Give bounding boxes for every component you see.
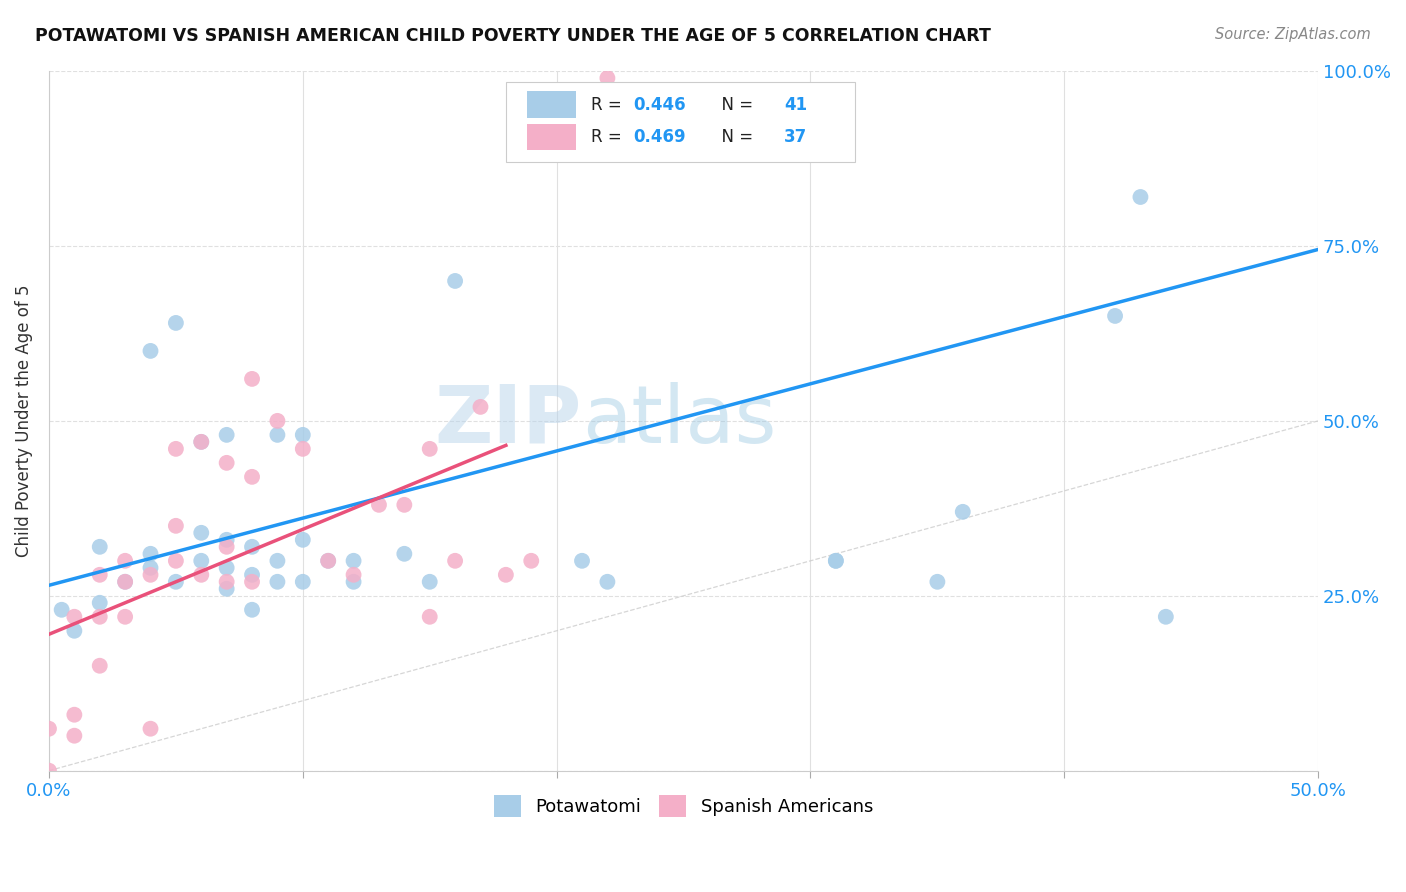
Point [165, 554, 187, 568]
Point [316, 554, 339, 568]
Point [215, 540, 238, 554]
Point [240, 574, 263, 589]
Point [291, 574, 314, 589]
Legend: Potawatomi, Spanish Americans: Potawatomi, Spanish Americans [486, 789, 880, 824]
Point [38, 764, 60, 778]
Point [240, 372, 263, 386]
Point [215, 456, 238, 470]
Point [291, 533, 314, 547]
Text: 0.446: 0.446 [633, 95, 685, 113]
Point [190, 525, 212, 540]
Point [316, 554, 339, 568]
Point [89, 540, 111, 554]
Point [368, 498, 391, 512]
Point [952, 505, 974, 519]
Point [824, 554, 846, 568]
Point [291, 442, 314, 456]
FancyBboxPatch shape [527, 123, 575, 150]
Point [266, 428, 288, 442]
Point [342, 574, 364, 589]
Point [419, 442, 441, 456]
Point [38, 722, 60, 736]
Point [291, 428, 314, 442]
Point [240, 603, 263, 617]
Point [927, 574, 949, 589]
Text: R =: R = [591, 95, 627, 113]
Point [63, 729, 86, 743]
Text: 37: 37 [783, 128, 807, 145]
Point [114, 574, 136, 589]
Point [139, 567, 162, 582]
Point [89, 596, 111, 610]
Point [114, 554, 136, 568]
Point [215, 428, 238, 442]
Point [571, 554, 593, 568]
Point [139, 343, 162, 358]
Text: atlas: atlas [582, 382, 776, 460]
Point [139, 547, 162, 561]
Point [266, 574, 288, 589]
Point [139, 561, 162, 575]
Point [89, 658, 111, 673]
Point [165, 442, 187, 456]
FancyBboxPatch shape [527, 91, 575, 118]
Point [114, 609, 136, 624]
Point [51, 603, 73, 617]
Point [1104, 309, 1126, 323]
Point [394, 547, 416, 561]
Point [266, 414, 288, 428]
Point [215, 574, 238, 589]
FancyBboxPatch shape [506, 81, 855, 162]
Point [240, 567, 263, 582]
Text: 0.469: 0.469 [633, 128, 685, 145]
Point [215, 533, 238, 547]
Point [63, 624, 86, 638]
Point [596, 71, 619, 86]
Text: N =: N = [711, 95, 759, 113]
Text: R =: R = [591, 128, 627, 145]
Point [215, 582, 238, 596]
Point [419, 609, 441, 624]
Point [240, 470, 263, 484]
Text: POTAWATOMI VS SPANISH AMERICAN CHILD POVERTY UNDER THE AGE OF 5 CORRELATION CHAR: POTAWATOMI VS SPANISH AMERICAN CHILD POV… [35, 27, 991, 45]
Point [266, 554, 288, 568]
Text: 41: 41 [783, 95, 807, 113]
Point [1129, 190, 1152, 204]
Point [190, 554, 212, 568]
Point [215, 561, 238, 575]
Text: ZIP: ZIP [434, 382, 582, 460]
Point [63, 609, 86, 624]
Point [114, 574, 136, 589]
Point [165, 316, 187, 330]
Point [190, 567, 212, 582]
Point [342, 554, 364, 568]
Point [165, 518, 187, 533]
Point [444, 554, 467, 568]
Point [394, 498, 416, 512]
Point [240, 540, 263, 554]
Point [89, 609, 111, 624]
Point [63, 707, 86, 722]
Point [596, 574, 619, 589]
Point [824, 554, 846, 568]
Text: Source: ZipAtlas.com: Source: ZipAtlas.com [1215, 27, 1371, 42]
Point [190, 434, 212, 449]
Point [190, 434, 212, 449]
Point [444, 274, 467, 288]
Y-axis label: Child Poverty Under the Age of 5: Child Poverty Under the Age of 5 [15, 285, 32, 558]
Point [419, 574, 441, 589]
Point [89, 567, 111, 582]
Text: N =: N = [711, 128, 759, 145]
Point [165, 574, 187, 589]
Point [470, 400, 492, 414]
Point [342, 567, 364, 582]
Point [139, 722, 162, 736]
Point [495, 567, 517, 582]
Point [520, 554, 543, 568]
Point [1154, 609, 1177, 624]
